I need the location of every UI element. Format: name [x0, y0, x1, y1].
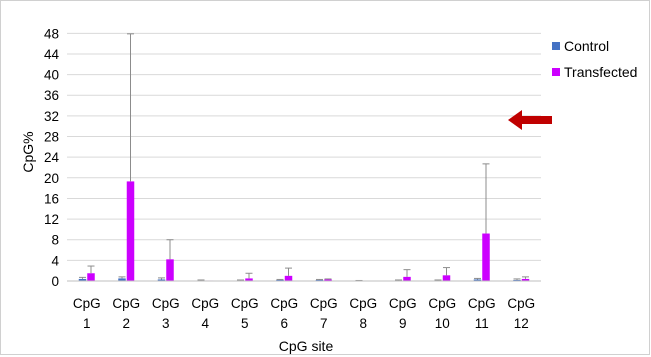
x-tick-label: CpG	[468, 296, 496, 311]
bar-control-6	[276, 279, 284, 281]
bar-transfected-1	[87, 273, 95, 281]
bar-transfected-2	[126, 181, 135, 281]
gridlines	[67, 32, 541, 261]
y-tick-label: 16	[44, 191, 59, 206]
bar-transfected-11	[482, 233, 490, 281]
error-bar-transfected-5	[245, 272, 253, 279]
error-bar-transfected-12	[522, 276, 529, 279]
bar-transfected-12	[521, 278, 530, 281]
x-tick-label: CpG	[112, 296, 140, 311]
error-bar-control-11	[474, 277, 481, 280]
error-bar-transfected-3	[166, 239, 174, 260]
bar-control-1	[78, 278, 87, 281]
bar-transfected-7	[324, 279, 332, 281]
error-bar-control-7	[316, 278, 323, 280]
x-tick-label: CpG	[389, 296, 417, 311]
legend-label-control: Control	[564, 38, 609, 54]
y-tick-label: 8	[51, 233, 59, 248]
x-tick-label: 12	[514, 316, 529, 331]
x-tick-label: 10	[435, 316, 450, 331]
error-bar-transfected-7	[324, 278, 332, 280]
error-bar-transfected-9	[403, 269, 411, 277]
legend-swatch-transfected	[552, 68, 560, 76]
x-tick-label: 6	[280, 316, 288, 331]
y-tick-label: 12	[44, 212, 59, 227]
error-bar-control-1	[79, 276, 86, 279]
bar-transfected-3	[166, 259, 174, 281]
error-bar-transfected-10	[443, 267, 450, 276]
bar-transfected-10	[442, 275, 451, 281]
y-tick-label: 36	[44, 88, 59, 103]
y-axis-title: CpG%	[20, 131, 36, 172]
bar-control-12	[513, 279, 521, 281]
red-arrow-annotation	[508, 110, 552, 130]
x-tick-label: CpG	[73, 296, 101, 311]
legend-label-transfected: Transfected	[564, 64, 637, 80]
y-tick-label: 24	[44, 150, 60, 165]
x-tick-label: CpG	[191, 296, 219, 311]
legend: Control Transfected	[552, 38, 637, 80]
error-bar-control-9	[395, 279, 402, 281]
error-bar-control-5	[237, 279, 244, 281]
legend-swatch-control	[552, 42, 560, 50]
bar-control-3	[157, 279, 166, 281]
bar-transfected-5	[245, 278, 253, 281]
x-tick-label: 8	[359, 316, 367, 331]
bar-control-7	[315, 279, 324, 281]
error-bar-control-6	[276, 278, 284, 280]
bar-transfected-6	[284, 275, 293, 281]
y-tick-label: 20	[44, 171, 59, 186]
bars	[78, 181, 530, 281]
error-bar-control-12	[513, 278, 521, 280]
x-tick-label: 11	[475, 316, 489, 331]
x-tick-label: 3	[162, 316, 170, 331]
x-tick-label: 4	[201, 316, 209, 331]
error-bar-transfected-11	[482, 163, 490, 234]
bar-control-11	[473, 279, 482, 281]
x-tick-label: CpG	[310, 296, 338, 311]
error-bar-transfected-2	[127, 33, 134, 182]
x-tick-label: CpG	[270, 296, 298, 311]
x-tick-label: 9	[399, 316, 407, 331]
x-tick-label: 2	[122, 316, 130, 331]
error-bar-control-3	[158, 277, 165, 280]
error-bar-control-4	[197, 279, 205, 281]
x-tick-label: 1	[83, 316, 91, 331]
error-bar-transfected-1	[87, 265, 95, 274]
x-tick-label: CpG	[507, 296, 535, 311]
error-bar-control-10	[434, 279, 442, 281]
x-tick-label: 7	[320, 316, 328, 331]
y-tick-label: 40	[44, 68, 59, 83]
y-tick-label: 0	[51, 274, 59, 289]
x-tick-label: CpG	[349, 296, 377, 311]
x-axis-title: CpG site	[279, 338, 334, 354]
y-tick-label: 32	[44, 109, 59, 124]
y-tick-label: 4	[51, 253, 59, 268]
x-tick-label: CpG	[152, 296, 180, 311]
error-bar-control-2	[118, 276, 126, 279]
x-tick-label: 5	[241, 316, 249, 331]
x-axis-ticks: CpG 1 CpG 2 CpG 3 CpG 4 CpG 5 CpG 6 CpG 7 CpG 8 CpG 9 CpG 1…	[73, 296, 535, 331]
x-tick-label: CpG	[428, 296, 456, 311]
x-tick-label: CpG	[231, 296, 259, 311]
error-bar-transfected-6	[285, 267, 292, 276]
y-tick-label: 48	[44, 26, 59, 41]
y-tick-label: 44	[44, 47, 60, 62]
y-tick-label: 28	[44, 130, 59, 145]
bar-transfected-9	[403, 276, 411, 281]
error-bars	[79, 33, 529, 281]
bar-control-2	[118, 278, 126, 281]
